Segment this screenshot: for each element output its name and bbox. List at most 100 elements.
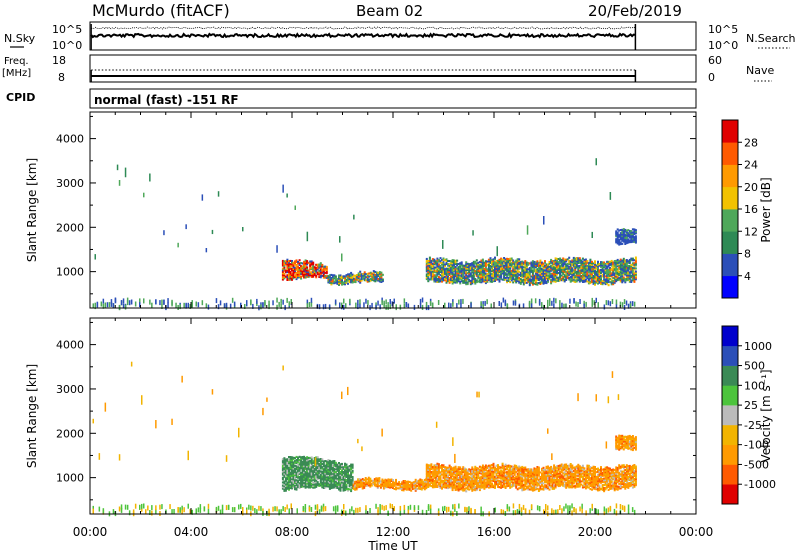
heatmap-cell <box>360 485 363 488</box>
heatmap-cell <box>357 479 360 482</box>
heatmap-cell <box>347 470 349 473</box>
heatmap-cell <box>434 473 437 476</box>
heatmap-cell <box>330 474 333 477</box>
heatmap-cell <box>331 483 334 486</box>
heatmap-cell <box>371 274 374 277</box>
heatmap-cell <box>463 278 466 281</box>
heatmap-cell <box>627 269 630 272</box>
heatmap-cell <box>548 271 551 274</box>
heatmap-noise-cell <box>122 298 125 304</box>
heatmap-cell <box>633 280 636 283</box>
heatmap-cell <box>616 265 619 268</box>
heatmap-cell <box>474 476 477 479</box>
heatmap-cell <box>288 260 290 263</box>
heatmap-cell <box>480 466 483 469</box>
heatmap-cell <box>286 481 289 484</box>
heatmap-cell <box>483 271 486 274</box>
heatmap-noise-cell <box>482 301 484 307</box>
heatmap-cell <box>425 485 428 488</box>
heatmap-cell <box>437 268 440 271</box>
heatmap-cell <box>541 281 543 284</box>
heatmap-cell <box>547 467 549 470</box>
heatmap-scatter-cell <box>341 253 343 262</box>
heatmap-cell <box>472 473 475 476</box>
heatmap-cell <box>618 241 621 244</box>
heatmap-cell <box>313 474 316 477</box>
heatmap-cell <box>283 260 286 263</box>
heatmap-cell <box>344 478 346 481</box>
heatmap-scatter-cell <box>282 184 284 193</box>
heatmap-cell <box>310 271 313 274</box>
heatmap-cell <box>324 274 327 277</box>
heatmap-cell <box>425 474 428 477</box>
heatmap-cell <box>569 275 572 278</box>
heatmap-cell <box>507 470 510 473</box>
heatmap-cell <box>328 475 331 478</box>
heatmap-cell <box>336 482 339 485</box>
heatmap-cell <box>310 268 313 271</box>
heatmap-cell <box>553 487 556 490</box>
heatmap-cell <box>300 461 303 464</box>
heatmap-cell <box>518 263 521 266</box>
heatmap-cell <box>428 481 431 484</box>
date-title: 20/Feb/2019 <box>588 2 682 20</box>
heatmap-cell <box>345 280 348 283</box>
heatmap-cell <box>284 271 287 274</box>
heatmap-cell <box>315 465 318 468</box>
heatmap-cell <box>621 228 624 231</box>
heatmap-cell <box>344 467 346 470</box>
heatmap-cell <box>604 272 607 275</box>
heatmap-cell <box>580 261 583 264</box>
heatmap-cell <box>448 467 451 470</box>
heatmap-cell <box>475 265 478 268</box>
heatmap-cell <box>486 482 489 485</box>
heatmap-cell <box>512 275 515 278</box>
heatmap-cell <box>572 270 575 273</box>
heatmap-cell <box>381 278 384 281</box>
heatmap-cell <box>572 260 575 263</box>
heatmap-cell <box>472 268 475 271</box>
heatmap-cell <box>624 241 627 244</box>
heatmap-cell <box>522 473 525 476</box>
heatmap-cell <box>375 276 378 279</box>
heatmap-cell <box>423 485 426 488</box>
heatmap-cell <box>565 263 568 266</box>
heatmap-cell <box>341 467 343 470</box>
heatmap-noise-cell <box>583 300 585 306</box>
heatmap-cell <box>300 272 303 275</box>
heatmap-cell <box>574 270 577 273</box>
heatmap-cell <box>342 481 345 484</box>
heatmap-cell <box>321 270 324 273</box>
heatmap-cell <box>568 270 571 273</box>
heatmap-cell <box>288 274 290 277</box>
heatmap-cell <box>475 262 478 265</box>
heatmap-cell <box>334 486 337 489</box>
heatmap-cell <box>330 483 333 486</box>
heatmap-cell <box>512 281 515 284</box>
heatmap-cell <box>462 477 465 480</box>
heatmap-cell <box>318 263 321 266</box>
heatmap-cell <box>577 269 580 272</box>
heatmap-cell <box>451 273 454 276</box>
heatmap-cell <box>583 272 586 275</box>
heatmap-cell <box>630 279 633 282</box>
heatmap-cell <box>436 465 439 468</box>
heatmap-cell <box>453 267 456 270</box>
heatmap-cell <box>444 484 446 487</box>
heatmap-cell <box>634 232 637 235</box>
heatmap-cell <box>292 480 295 483</box>
heatmap-cell <box>486 477 489 480</box>
heatmap-cell <box>630 236 633 239</box>
heatmap-cell <box>551 260 554 263</box>
heatmap-cell <box>501 470 504 473</box>
heatmap-cell <box>592 276 595 279</box>
heatmap-cell <box>521 479 524 482</box>
heatmap-cell <box>563 271 566 274</box>
heatmap-cell <box>512 261 515 264</box>
heatmap-cell <box>433 261 436 264</box>
heatmap-cell <box>627 274 630 277</box>
heatmap-cell <box>303 482 306 485</box>
heatmap-cell <box>528 468 531 471</box>
heatmap-cell <box>634 259 637 262</box>
